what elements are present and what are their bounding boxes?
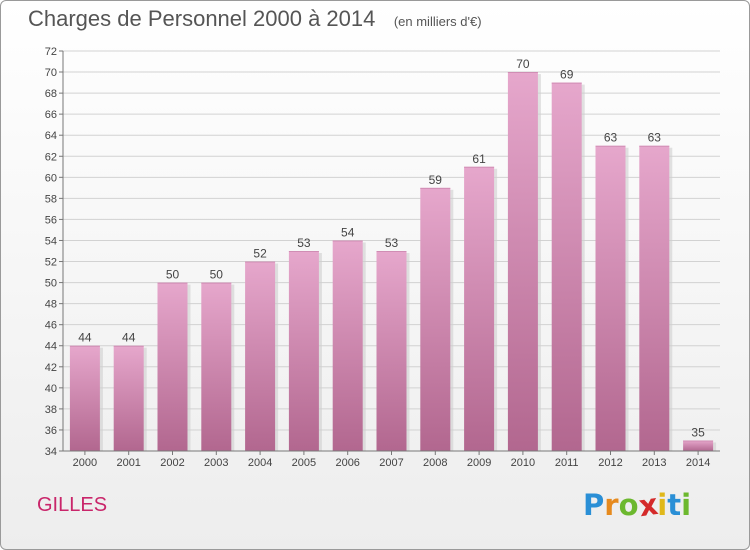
logo-letter: r: [604, 488, 619, 522]
x-tick-label: 2011: [555, 457, 579, 469]
bar-value-label: 63: [604, 131, 618, 145]
y-tick-label: 56: [45, 214, 57, 226]
y-tick-label: 58: [45, 193, 57, 205]
y-tick-label: 50: [45, 278, 57, 290]
bar-value-label: 63: [648, 131, 662, 145]
bar-value-label: 70: [516, 57, 530, 71]
chart-title-block: Charges de Personnel 2000 à 2014 (en mil…: [28, 6, 482, 36]
logo-letter: x: [636, 486, 660, 524]
y-tick-label: 64: [45, 130, 57, 142]
x-tick-label: 2000: [73, 457, 97, 469]
y-tick-label: 40: [45, 383, 57, 395]
bar-value-label: 52: [253, 247, 267, 261]
x-tick-label: 2014: [686, 457, 710, 469]
bar-2005: [288, 251, 319, 451]
y-tick-label: 70: [45, 67, 57, 79]
y-tick-label: 38: [45, 404, 57, 416]
logo-letter: i: [681, 488, 692, 522]
bar-2008: [420, 187, 451, 451]
bar-2001: [113, 345, 144, 451]
labels: 34 36 38 40 42 44 46 48 50 52 54 56 58 60 62 64 66 68 70 72…: [45, 46, 711, 469]
y-tick-label: 44: [45, 341, 57, 353]
y-tick-label: 46: [45, 320, 57, 332]
x-tick-label: 2013: [642, 457, 666, 469]
bar-value-label: 44: [122, 331, 136, 345]
x-tick-label: 2012: [598, 457, 622, 469]
bar-value-label: 59: [429, 173, 443, 187]
bar-2007: [376, 251, 407, 451]
chart-title: Charges de Personnel 2000 à 2014: [28, 6, 376, 31]
bar-2009: [464, 166, 495, 451]
logo-letter: t: [667, 488, 682, 522]
x-tick-label: 2002: [160, 457, 184, 469]
x-tick-label: 2006: [335, 457, 359, 469]
bar-2012: [595, 145, 626, 451]
x-tick-label: 2005: [292, 457, 316, 469]
x-tick-label: 2007: [379, 457, 403, 469]
bar-value-label: 53: [297, 236, 311, 250]
y-tick-label: 48: [45, 299, 57, 311]
logo-letter: o: [618, 488, 639, 522]
y-tick-label: 66: [45, 109, 57, 121]
bars: [69, 72, 717, 451]
y-tick-label: 34: [45, 446, 57, 458]
bar-value-label: 69: [560, 68, 574, 82]
bar-2014: [683, 440, 714, 451]
bar-2004: [245, 261, 276, 451]
bar-value-label: 44: [78, 331, 92, 345]
bar-2011: [551, 82, 582, 451]
bar-value-label: 50: [166, 268, 180, 282]
x-tick-label: 2008: [423, 457, 447, 469]
bar-value-label: 61: [472, 152, 486, 166]
y-tick-label: 52: [45, 257, 57, 269]
y-tick-label: 68: [45, 88, 57, 100]
bar-value-label: 53: [385, 236, 399, 250]
y-tick-label: 72: [45, 46, 57, 58]
bar-2013: [639, 145, 670, 451]
bar-2000: [69, 345, 100, 451]
x-tick-label: 2004: [248, 457, 272, 469]
x-tick-label: 2003: [204, 457, 228, 469]
logo-letter: i: [657, 488, 668, 522]
proxiti-logo: Proxiti: [583, 486, 692, 524]
bar-2002: [157, 282, 188, 451]
bar-2003: [201, 282, 232, 451]
bar-value-label: 35: [691, 425, 705, 439]
place-name: GILLES: [37, 494, 108, 516]
y-tick-label: 36: [45, 425, 57, 437]
y-tick-label: 60: [45, 172, 57, 184]
bar-value-label: 50: [210, 268, 224, 282]
x-tick-label: 2010: [511, 457, 535, 469]
chart-subtitle: (en milliers d'€): [393, 14, 482, 29]
bar-2010: [507, 72, 538, 451]
logo-letter: P: [583, 488, 605, 522]
x-tick-label: 2001: [116, 457, 140, 469]
x-tick-label: 2009: [467, 457, 491, 469]
bar-2006: [332, 240, 363, 451]
y-tick-label: 54: [45, 235, 57, 247]
y-tick-label: 42: [45, 362, 57, 374]
axes: [59, 50, 720, 455]
y-tick-label: 62: [45, 151, 57, 163]
bar-value-label: 54: [341, 225, 355, 239]
